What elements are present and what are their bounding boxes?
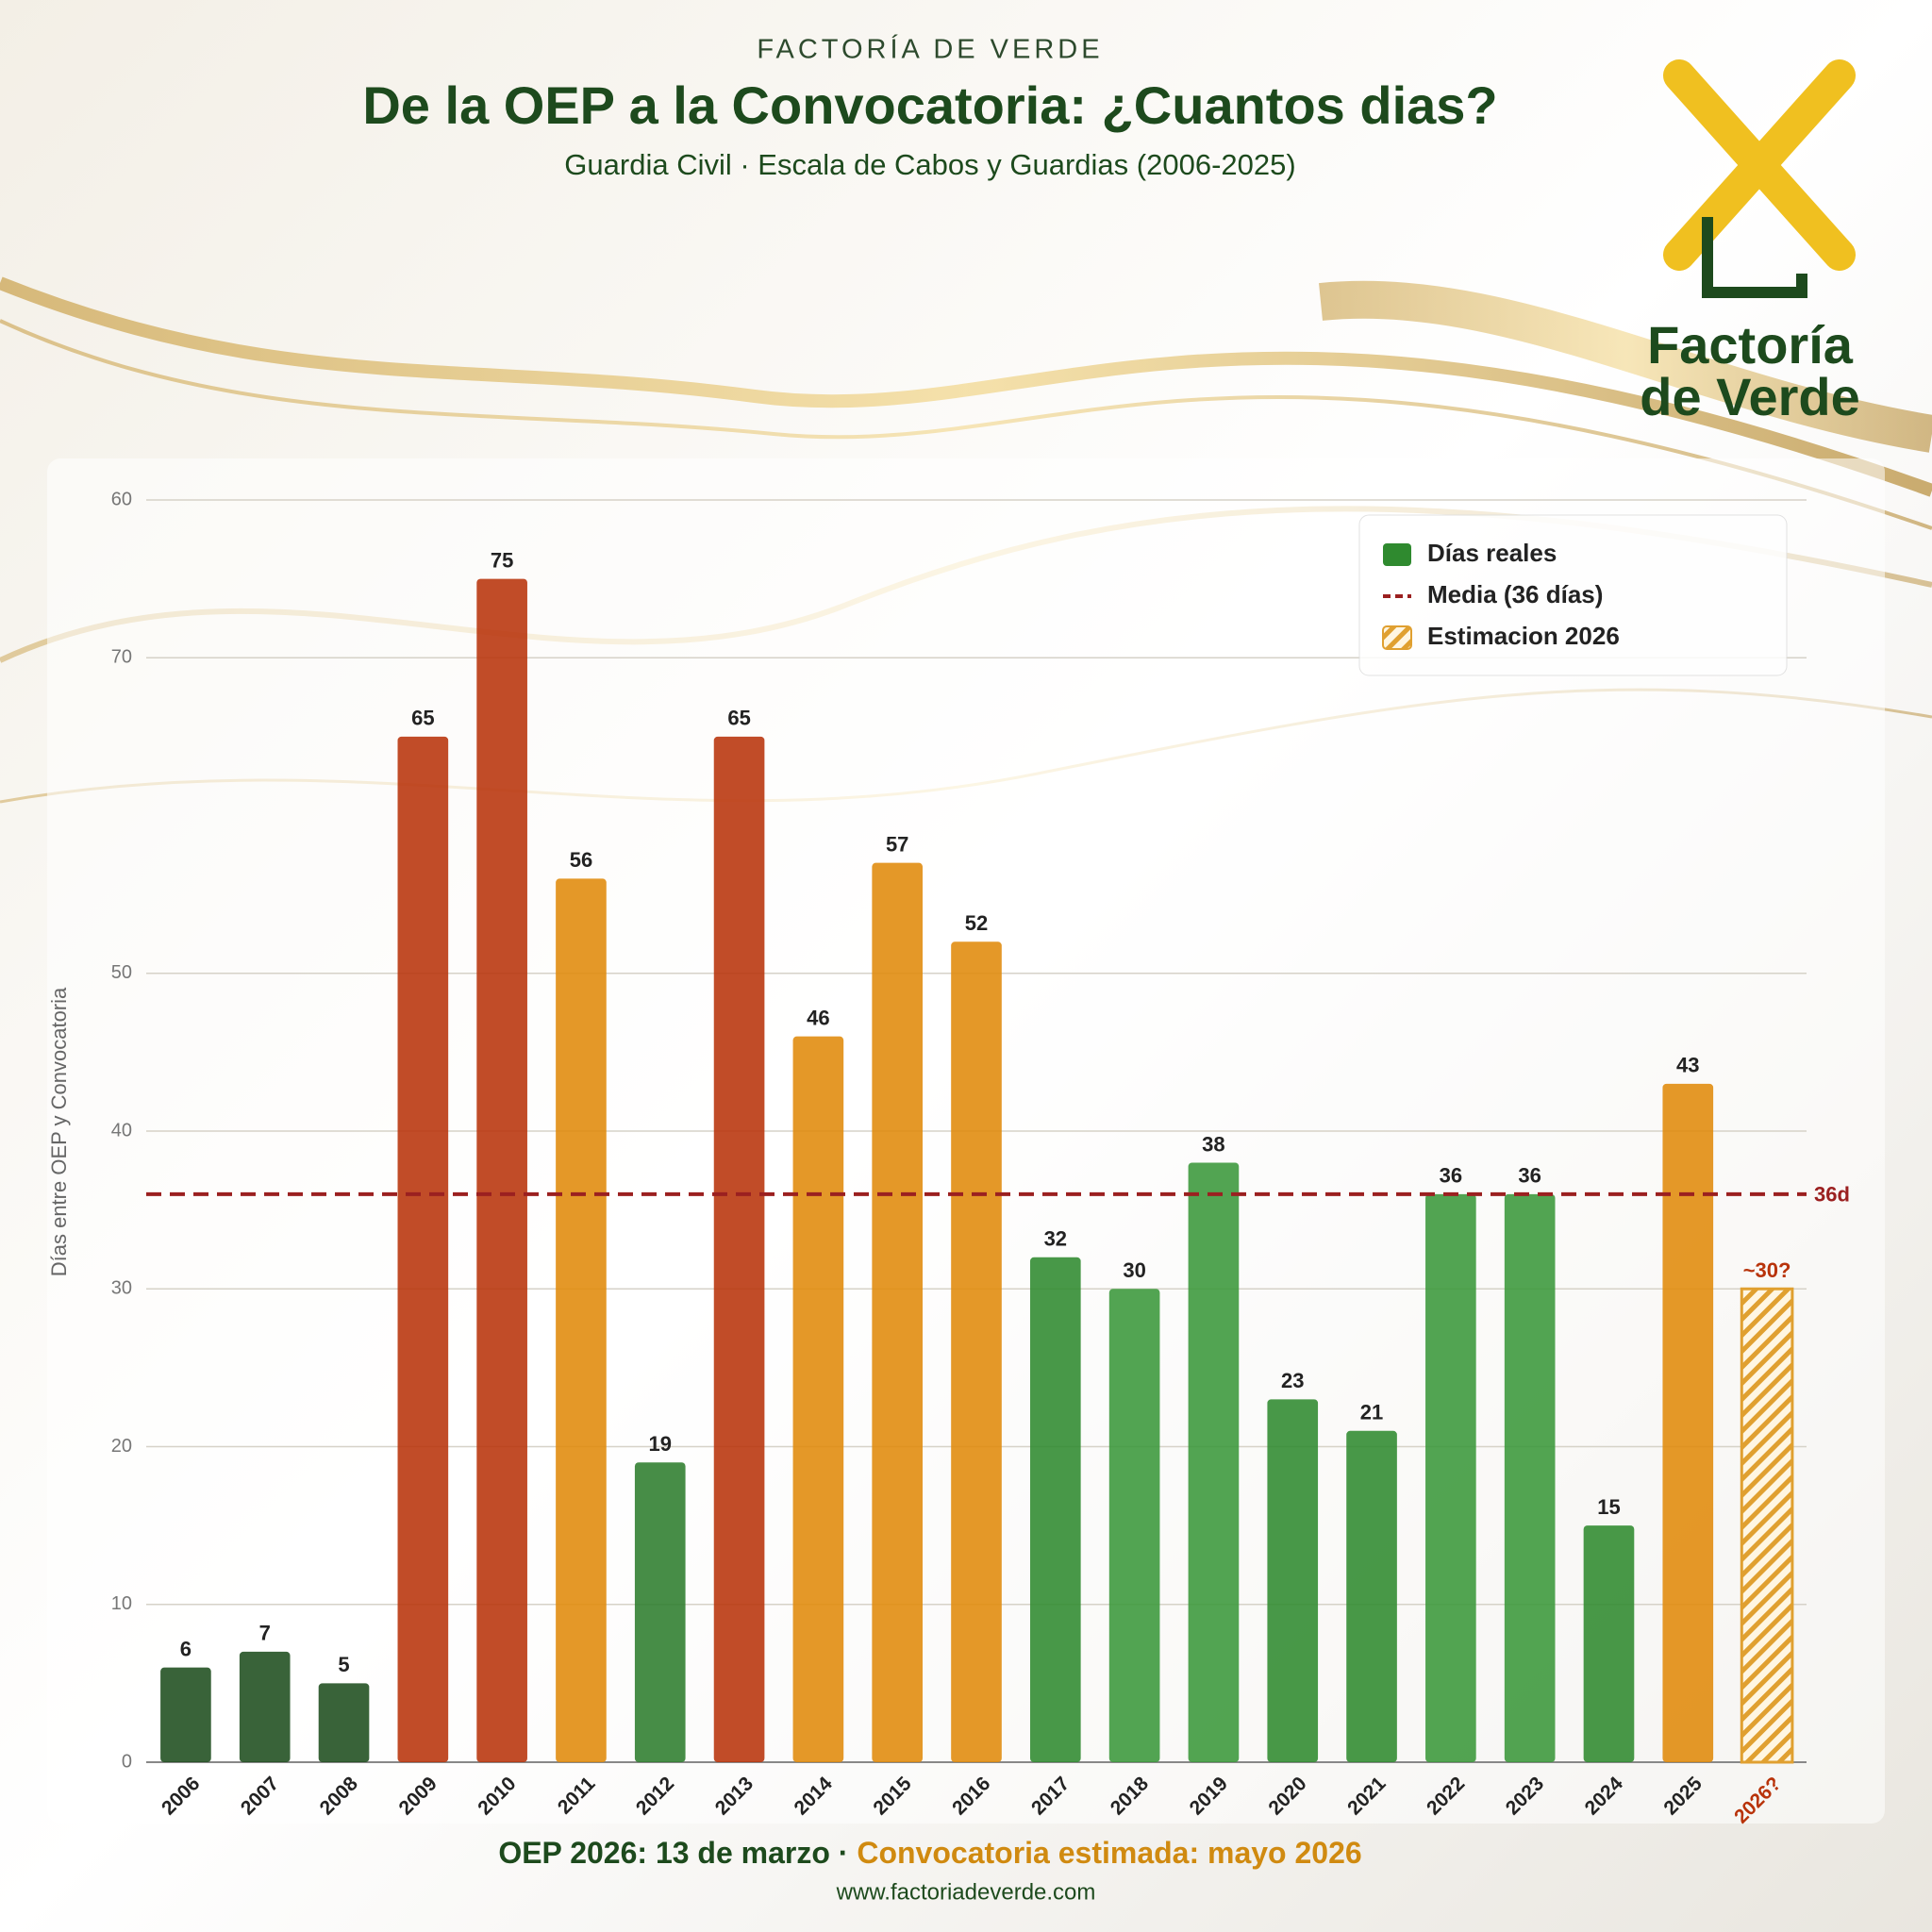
value-label: 65 (411, 707, 434, 730)
bar (318, 1683, 370, 1762)
value-label: 36 (1518, 1164, 1541, 1188)
bar (160, 1667, 211, 1762)
logo-text: de Verde (1640, 367, 1859, 426)
value-label: 38 (1202, 1132, 1224, 1156)
bar (1425, 1193, 1476, 1762)
value-label: 57 (886, 832, 908, 856)
footer: OEP 2026: 13 de marzo · Convocatoria est… (498, 1836, 1361, 1870)
legend-label: Media (36 días) (1427, 580, 1603, 608)
value-label: 6 (180, 1637, 192, 1660)
value-label: 36 (1440, 1164, 1462, 1188)
value-label: 56 (570, 848, 592, 872)
subtitle: Guardia Civil · Escala de Cabos y Guardi… (564, 148, 1295, 181)
y-tick-label: 40 (111, 1120, 132, 1141)
bar (1504, 1193, 1556, 1762)
value-label: 52 (965, 911, 988, 935)
footer-url: www.factoriadeverde.com (836, 1879, 1096, 1905)
bar (634, 1462, 686, 1762)
y-tick-label: 50 (111, 962, 132, 983)
value-label: 75 (491, 548, 513, 572)
y-tick-label: 20 (111, 1436, 132, 1457)
bar (1662, 1083, 1714, 1762)
value-label: ~30? (1743, 1258, 1791, 1282)
mean-label: 36d (1814, 1183, 1850, 1207)
bar (556, 878, 607, 1762)
value-label: 7 (259, 1622, 271, 1645)
bar (1583, 1525, 1635, 1762)
legend-swatch (1383, 543, 1411, 566)
bar (239, 1651, 291, 1762)
footer-right: Convocatoria estimada: mayo 2026 (857, 1836, 1361, 1870)
logo-text: Factoría (1647, 315, 1854, 375)
bar (1188, 1162, 1240, 1762)
legend-box (1358, 514, 1788, 676)
y-tick-label: 0 (122, 1751, 132, 1772)
bar (951, 941, 1002, 1762)
bar (1267, 1399, 1319, 1762)
bar (713, 736, 765, 1762)
bar (872, 862, 924, 1762)
value-label: 15 (1597, 1495, 1620, 1519)
chart-title: De la OEP a la Convocatoria: ¿Cuantos di… (362, 75, 1497, 135)
legend-swatch (1382, 625, 1412, 650)
value-label: 46 (807, 1006, 829, 1029)
value-label: 43 (1676, 1054, 1699, 1077)
bar (476, 578, 527, 1762)
bar (1029, 1257, 1081, 1762)
bar (792, 1036, 844, 1762)
y-tick-label: 70 (111, 647, 132, 668)
bar (1108, 1289, 1160, 1762)
value-label: 30 (1123, 1258, 1145, 1282)
legend-label: Días reales (1427, 539, 1557, 567)
value-label: 65 (727, 707, 750, 730)
y-tick-label: 30 (111, 1278, 132, 1299)
value-label: 5 (338, 1653, 349, 1676)
value-label: 23 (1281, 1369, 1304, 1392)
bar (397, 736, 449, 1762)
y-tick-label: 60 (111, 489, 132, 509)
footer-left: OEP 2026: 13 de marzo · (498, 1836, 857, 1870)
value-label: 32 (1044, 1227, 1067, 1251)
value-label: 19 (649, 1432, 672, 1456)
estimate-bar (1740, 1287, 1794, 1764)
value-label: 21 (1360, 1401, 1383, 1424)
bar (1346, 1430, 1397, 1762)
y-axis-title: Días entre OEP y Convocatoria (47, 987, 71, 1276)
legend-label: Estimacion 2026 (1427, 622, 1620, 650)
y-tick-label: 10 (111, 1593, 132, 1614)
kicker: FACTORÍA DE VERDE (757, 34, 1103, 65)
logo: Factoría de Verde (1640, 59, 1860, 426)
